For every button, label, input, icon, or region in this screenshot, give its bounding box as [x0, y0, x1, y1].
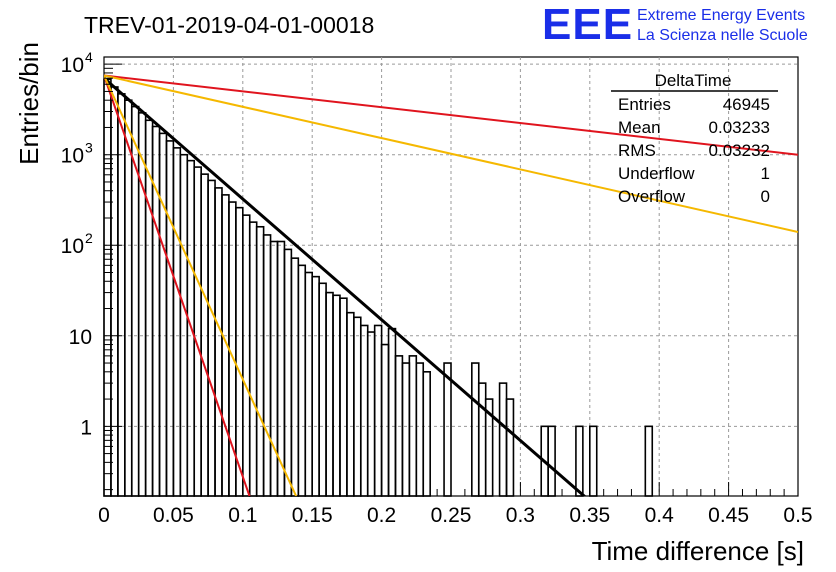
histogram-bin-49: [443, 362, 452, 497]
y-tick-label-0: 1: [80, 416, 92, 439]
histogram-bin-23: [262, 234, 272, 497]
stats-value-2: 0.03232: [709, 141, 770, 160]
histogram-bin-36: [353, 316, 362, 497]
eee-logo-mark: EEE: [542, 0, 633, 49]
x-tick-label-6: 0.3: [506, 504, 535, 527]
stats-box: DeltaTime Entries 46945 Mean 0.03233 RMS 0.03…: [611, 71, 778, 206]
x-tick-label-10: 0.5: [783, 504, 812, 527]
histogram-bin-20: [242, 214, 251, 497]
x-tick-label-4: 0.2: [367, 504, 396, 527]
histogram-bin-37: [359, 324, 369, 497]
histogram-bin-53: [471, 362, 480, 497]
eee-logo-line2: La Scienza nelle Scuole: [637, 27, 808, 44]
histogram-bin-39: [373, 324, 383, 497]
eee-logo: EEE Extreme Energy Events La Scienza nel…: [542, 0, 808, 49]
x-tick-label-3: 0.15: [292, 504, 333, 527]
histogram-bin-30: [311, 275, 320, 497]
histogram-bin-0: [103, 78, 112, 497]
histogram-bin-16: [214, 187, 223, 497]
x-tick-label-1: 0.05: [153, 504, 194, 527]
y-tick-label-1: 10: [69, 326, 92, 349]
grid: [104, 57, 798, 496]
histogram-bin-14: [200, 173, 209, 497]
histogram-bin-9: [165, 140, 175, 497]
histogram-bin-64: [547, 425, 556, 497]
y-tick-label-exponent-2: 2: [85, 230, 93, 246]
histogram-bin-57: [498, 382, 508, 497]
x-tick-label-7: 0.35: [569, 504, 610, 527]
y-axis-title: Entries/bin: [14, 42, 44, 165]
stats-label-2: RMS: [618, 141, 656, 160]
stats-title: DeltaTime: [655, 71, 732, 90]
histogram-bin-43: [401, 362, 411, 497]
histogram-bin-22: [255, 225, 265, 497]
histogram-bin-21: [248, 221, 258, 497]
histogram-bin-78: [644, 425, 654, 497]
histogram-bin-32: [325, 291, 334, 497]
stats-value-3: 1: [761, 164, 770, 183]
histogram-bin-3: [124, 99, 133, 497]
series-line-3: [104, 75, 251, 496]
histogram-bin-11: [179, 153, 189, 497]
x-tick-label-8: 0.4: [645, 504, 675, 527]
series-line-0: [104, 77, 587, 496]
stats-value-0: 46945: [723, 95, 770, 114]
x-tick-label-2: 0.1: [228, 504, 257, 527]
x-tick-label-5: 0.25: [431, 504, 472, 527]
stats-value-4: 0: [761, 187, 770, 206]
stats-value-1: 0.03233: [709, 118, 770, 137]
histogram-bin-10: [172, 147, 182, 497]
histogram-bin-8: [158, 132, 168, 497]
series-line-4: [104, 75, 298, 496]
histogram-bin-34: [339, 297, 348, 497]
histogram-bin-33: [332, 294, 341, 497]
histogram-bin-29: [304, 271, 314, 497]
histogram-bin-2: [117, 93, 126, 497]
histogram-bin-41: [387, 327, 397, 497]
histogram-bin-27: [290, 257, 300, 497]
x-tick-label-9: 0.45: [708, 504, 749, 527]
histogram-bin-40: [380, 343, 390, 497]
eee-logo-line1: Extreme Energy Events: [637, 7, 805, 24]
histogram-bin-13: [193, 166, 202, 497]
histogram-bin-46: [422, 371, 431, 497]
histogram-bin-35: [346, 311, 355, 497]
axis-ticks: [103, 63, 799, 496]
histogram-bin-5: [137, 112, 147, 497]
histogram-bin-24: [269, 240, 279, 497]
histogram-bin-38: [366, 331, 376, 497]
histogram-bin-28: [297, 264, 307, 497]
histogram-bin-26: [283, 248, 293, 497]
histogram-bin-31: [318, 282, 327, 497]
x-axis-title: Time difference [s]: [592, 536, 804, 566]
y-tick-label-3: 10: [61, 145, 84, 168]
series-line-2: [104, 74, 798, 233]
histogram-bin-54: [477, 382, 487, 497]
stats-label-4: Overflow: [618, 187, 686, 206]
histogram-bin-55: [484, 398, 494, 497]
histogram-bin-70: [588, 425, 598, 497]
x-tick-label-0: 0: [98, 504, 110, 527]
y-tick-label-4: 10: [61, 54, 84, 77]
histogram: [103, 78, 654, 497]
fit-curves: [104, 74, 798, 496]
stats-label-3: Underflow: [618, 164, 695, 183]
y-tick-label-2: 10: [61, 235, 84, 258]
chart-title: TREV-01-2019-04-01-00018: [84, 12, 374, 38]
series-line-1: [104, 74, 798, 156]
y-tick-label-exponent-4: 4: [85, 49, 93, 65]
histogram-bin-68: [575, 425, 584, 497]
stats-label-0: Entries: [618, 95, 671, 114]
stats-label-1: Mean: [618, 118, 661, 137]
histogram-bin-15: [207, 179, 216, 497]
histogram-bin-45: [415, 362, 425, 497]
y-tick-label-exponent-3: 3: [85, 140, 93, 156]
x-tick-labels: 0 0.05 0.1 0.15 0.2 0.25 0.3 0.35 0.4 0.45 0.5: [98, 504, 812, 527]
histogram-bin-19: [235, 206, 244, 497]
histogram-bin-58: [505, 398, 515, 497]
